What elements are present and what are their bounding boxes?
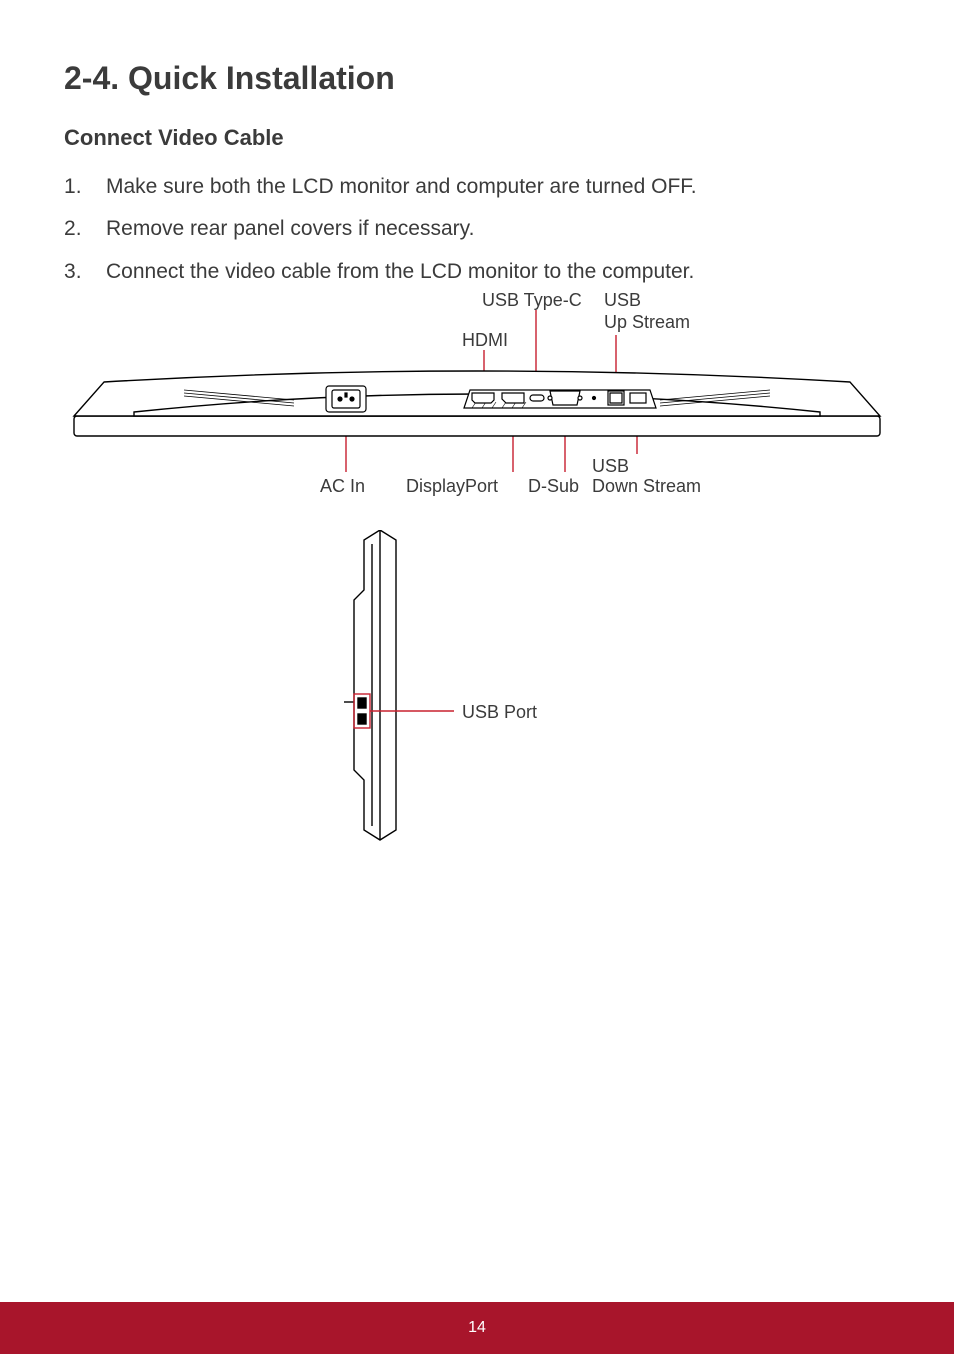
section-subheading: Connect Video Cable [64, 125, 890, 151]
label-usb-port: USB Port [462, 702, 537, 723]
label-usb-down-2: Down Stream [592, 476, 701, 497]
step-item: Connect the video cable from the LCD mon… [64, 258, 890, 286]
label-displayport: DisplayPort [406, 476, 498, 497]
page-number: 14 [468, 1319, 486, 1337]
section-heading: 2-4. Quick Installation [64, 60, 890, 97]
port-diagram: USB Type-C USB Up Stream HDMI [64, 290, 890, 850]
content-area: 2-4. Quick Installation Connect Video Ca… [64, 60, 890, 300]
page-footer: 14 [0, 1302, 954, 1354]
step-item: Remove rear panel covers if necessary. [64, 215, 890, 243]
label-ac-in: AC In [320, 476, 365, 497]
page: 2-4. Quick Installation Connect Video Ca… [0, 0, 954, 1354]
monitor-side-svg [324, 530, 624, 850]
label-usb-down-1: USB [592, 456, 629, 477]
monitor-back-svg [64, 290, 890, 500]
steps-list: Make sure both the LCD monitor and compu… [64, 173, 890, 286]
label-d-sub: D-Sub [528, 476, 579, 497]
step-item: Make sure both the LCD monitor and compu… [64, 173, 890, 201]
